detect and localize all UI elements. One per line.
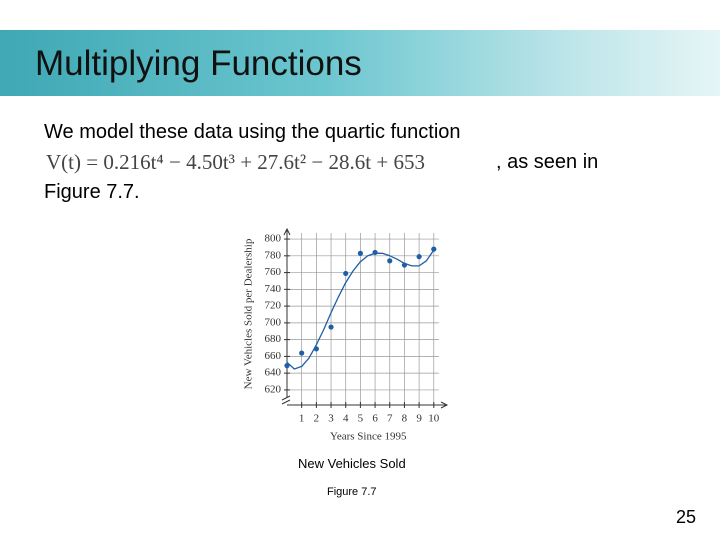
y-tick-label: 760 <box>265 266 282 278</box>
x-tick-label: 10 <box>428 413 440 425</box>
x-tick-label: 6 <box>372 413 378 425</box>
page-number: 25 <box>676 507 697 527</box>
y-tick-label: 620 <box>265 383 282 395</box>
data-point <box>328 324 334 330</box>
x-tick-label: 8 <box>402 413 408 425</box>
header-band <box>0 30 720 96</box>
x-tick-label: 9 <box>416 413 422 425</box>
x-tick-label: 5 <box>358 413 364 425</box>
axis-break <box>281 395 291 405</box>
y-tick-label: 700 <box>265 316 282 328</box>
x-tick-label: 1 <box>299 413 305 425</box>
x-tick-label: 3 <box>328 413 334 425</box>
x-axis <box>287 401 449 409</box>
body-text: Figure 7.7. <box>44 181 140 203</box>
body-text: , as seen in <box>496 151 599 173</box>
y-axis-label: New Vehicles Sold per Dealership <box>243 238 255 389</box>
y-tick-label: 660 <box>265 350 282 362</box>
y-tick-label: 640 <box>265 367 282 379</box>
slide-title: Multiplying Functions <box>35 44 362 83</box>
body-text: We model these data using the quartic fu… <box>44 121 461 143</box>
fit-curve <box>286 249 435 370</box>
x-tick-label: 4 <box>343 413 349 425</box>
data-point <box>357 250 363 256</box>
x-tick-label: 2 <box>314 413 320 425</box>
y-tick-label: 800 <box>265 233 282 245</box>
data-point <box>387 258 393 264</box>
x-tick-label: 7 <box>387 413 393 425</box>
data-point <box>299 350 305 356</box>
data-point <box>343 270 349 277</box>
y-tick-label: 680 <box>265 333 282 345</box>
caption: New Vehicles Sold <box>298 456 406 471</box>
data-point <box>416 254 422 260</box>
data-point <box>431 246 437 252</box>
figure-label: Figure 7.7 <box>327 486 377 498</box>
y-tick-label: 740 <box>265 283 282 295</box>
y-tick-label: 720 <box>265 300 282 312</box>
x-axis-label: Years Since 1995 <box>330 431 407 443</box>
y-tick-label: 780 <box>265 249 282 261</box>
formula: V(t) = 0.216t⁴ − 4.50t³ + 27.6t² − 28.6t… <box>46 150 425 174</box>
y-axis <box>283 227 291 397</box>
